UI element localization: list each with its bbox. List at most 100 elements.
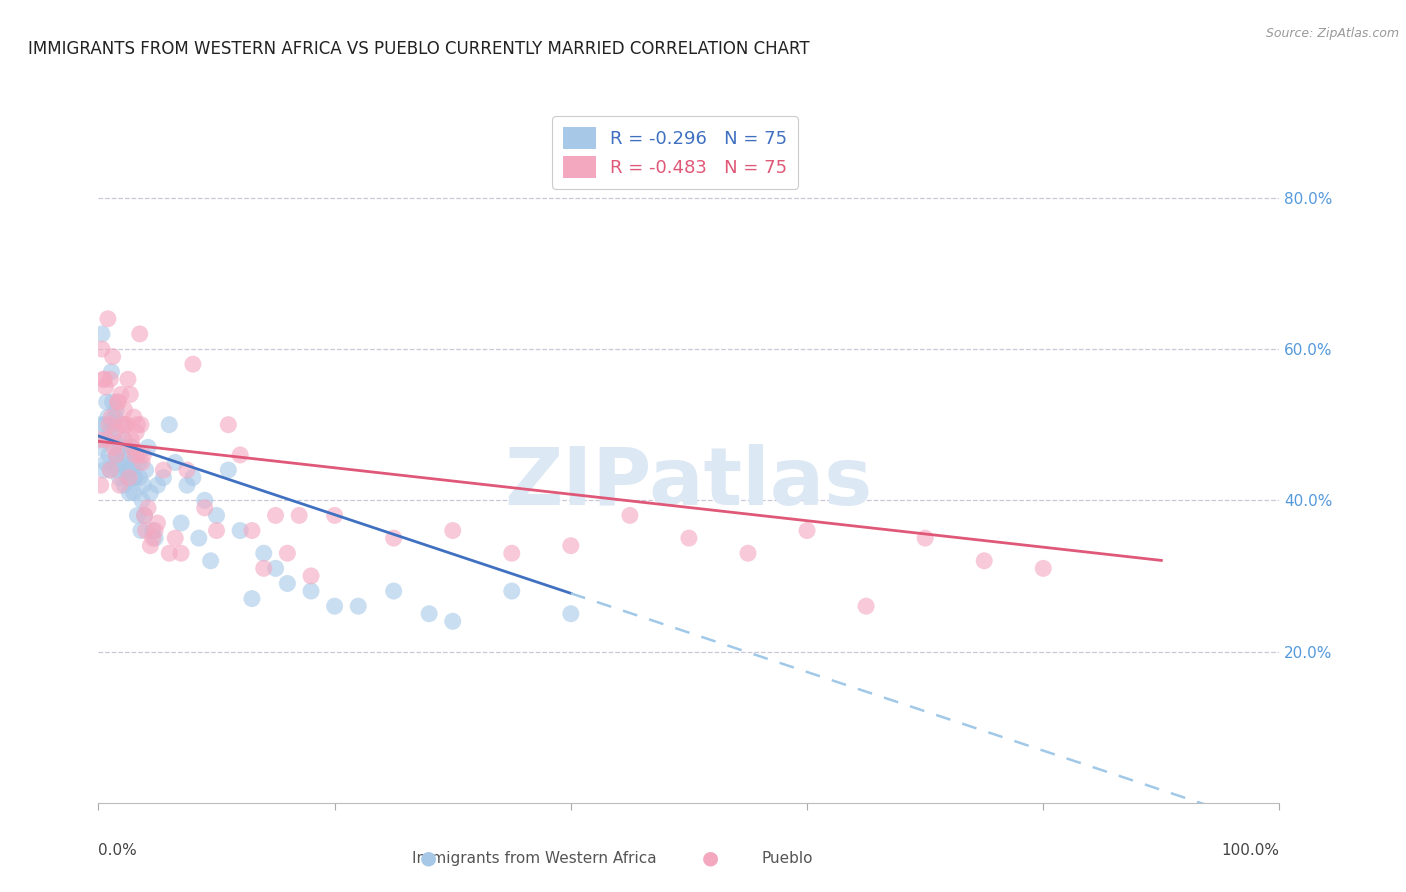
Point <box>105 448 128 462</box>
Point <box>101 395 124 409</box>
Point <box>194 493 217 508</box>
Point <box>111 417 134 432</box>
Point <box>152 463 174 477</box>
Point <box>1032 561 1054 575</box>
Point <box>117 470 139 484</box>
Point <box>122 410 145 425</box>
Point <box>90 417 112 432</box>
Point <box>134 508 156 523</box>
Point <box>240 524 263 538</box>
Point <box>97 410 120 425</box>
Point <box>240 591 263 606</box>
Point <box>323 599 346 614</box>
Legend: R = -0.296   N = 75, R = -0.483   N = 75: R = -0.296 N = 75, R = -0.483 N = 75 <box>553 116 799 189</box>
Point <box>205 508 228 523</box>
Point <box>128 448 150 462</box>
Point <box>98 448 121 462</box>
Point <box>143 531 166 545</box>
Point <box>120 387 142 401</box>
Point <box>136 500 159 515</box>
Point <box>93 372 115 386</box>
Point <box>131 455 153 469</box>
Point <box>120 463 142 477</box>
Point <box>560 539 582 553</box>
Point <box>108 478 131 492</box>
Point <box>132 448 155 462</box>
Point <box>112 455 135 469</box>
Point <box>143 524 166 538</box>
Point <box>98 463 121 477</box>
Text: ●: ● <box>420 848 437 868</box>
Point <box>97 311 120 326</box>
Point <box>128 470 150 484</box>
Point <box>441 615 464 629</box>
Point <box>105 395 128 409</box>
Point <box>181 357 204 371</box>
Point <box>107 463 129 477</box>
Point <box>110 387 132 401</box>
Point <box>194 500 217 515</box>
Point <box>101 417 124 432</box>
Point <box>122 485 145 500</box>
Point <box>98 417 121 432</box>
Point <box>501 546 523 560</box>
Point <box>200 554 222 568</box>
Point <box>737 546 759 560</box>
Point <box>125 448 148 462</box>
Point <box>323 508 346 523</box>
Point <box>142 524 165 538</box>
Point <box>131 493 153 508</box>
Text: Source: ZipAtlas.com: Source: ZipAtlas.com <box>1265 27 1399 40</box>
Point <box>128 326 150 341</box>
Point <box>93 463 115 477</box>
Text: ●: ● <box>702 848 718 868</box>
Point <box>157 417 180 432</box>
Point <box>91 326 114 341</box>
Point <box>104 410 127 425</box>
Point <box>382 584 405 599</box>
Point <box>112 433 135 447</box>
Point <box>135 463 157 477</box>
Point <box>91 433 114 447</box>
Point <box>139 539 162 553</box>
Point <box>217 463 239 477</box>
Point <box>229 524 252 538</box>
Point <box>121 433 143 447</box>
Point <box>299 569 322 583</box>
Text: 0.0%: 0.0% <box>98 843 138 858</box>
Point <box>107 395 129 409</box>
Point <box>146 516 169 530</box>
Point <box>678 531 700 545</box>
Point <box>112 433 135 447</box>
Point <box>205 524 228 538</box>
Point <box>103 441 125 455</box>
Point <box>114 417 136 432</box>
Point <box>129 417 152 432</box>
Point <box>111 417 134 432</box>
Point <box>264 561 287 575</box>
Point <box>157 546 180 560</box>
Text: Immigrants from Western Africa: Immigrants from Western Africa <box>412 851 657 865</box>
Point <box>264 508 287 523</box>
Point <box>855 599 877 614</box>
Point <box>170 516 193 530</box>
Point <box>176 478 198 492</box>
Point <box>181 470 204 484</box>
Point <box>115 463 138 477</box>
Point <box>139 485 162 500</box>
Point <box>441 524 464 538</box>
Point <box>98 372 121 386</box>
Point <box>129 524 152 538</box>
Point <box>125 425 148 440</box>
Point <box>114 448 136 462</box>
Point <box>121 455 143 469</box>
Point <box>105 402 128 417</box>
Point <box>170 546 193 560</box>
Point <box>103 433 125 447</box>
Point <box>217 417 239 432</box>
Point <box>105 455 128 469</box>
Point <box>124 470 146 484</box>
Point <box>94 455 117 469</box>
Point <box>110 441 132 455</box>
Point <box>94 380 117 394</box>
